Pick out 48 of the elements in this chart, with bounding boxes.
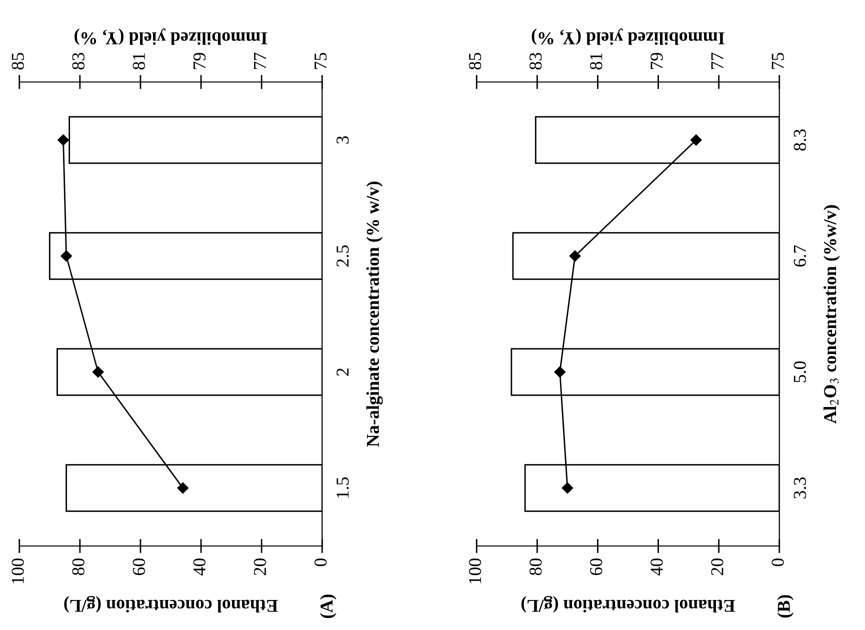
x-tick-label: 40	[193, 558, 206, 576]
x2-tick-label: 75	[772, 52, 784, 70]
x-tick-label: 0	[314, 558, 327, 566]
x-tick-label: 40	[650, 558, 663, 576]
y-tick-label: 3	[336, 136, 349, 144]
x2-tick-label: 81	[132, 53, 145, 70]
x-tick-label: 100	[12, 558, 24, 584]
x-tick-label: 20	[711, 558, 724, 576]
text: (B)	[777, 595, 794, 618]
point	[554, 366, 566, 378]
x-tick-label: 80	[72, 558, 84, 576]
x-tick-label: 60	[590, 558, 602, 576]
point	[60, 250, 72, 262]
x-tick-label: 100	[468, 558, 482, 584]
y-axis-title: Na-alginate concentration (% w/v)	[366, 182, 383, 447]
x2-tick-label: 77	[711, 52, 724, 70]
x2-axis-title: Immobilized yield (Y, %)	[74, 28, 268, 45]
text: (A)	[320, 594, 336, 618]
x-tick-label: 60	[132, 558, 145, 576]
x2-tick-label: 85	[12, 52, 24, 70]
x2-tick-label: 81	[590, 53, 602, 70]
x2-tick-label: 75	[314, 52, 327, 70]
y-tick-label: 2.5	[336, 245, 349, 266]
point	[569, 250, 581, 262]
point	[58, 134, 69, 146]
point	[92, 366, 104, 378]
y-tick-label: 8.3	[794, 129, 806, 151]
y-tick-label: 2	[336, 368, 349, 376]
point	[177, 482, 188, 494]
x-tick-label: 20	[254, 558, 266, 576]
x-tick-label: 0	[772, 558, 784, 566]
x-axis-title: Ethanol concentration (g/L)	[64, 596, 278, 613]
y-tick-label: 3.3	[794, 477, 806, 498]
y-axis-title: Al$_{2}$O$_{3}$ concentration (%w/v)	[824, 205, 840, 424]
x2-tick-label: 83	[530, 52, 542, 70]
x-axis-title: Ethanol concentration (g/L)	[521, 596, 736, 613]
x2-tick-label: 83	[72, 52, 84, 70]
x2-tick-label: 77	[254, 52, 266, 70]
y-tick-label: 5.0	[794, 361, 806, 382]
x2-tick-label: 79	[193, 52, 206, 70]
x2-tick-label: 79	[650, 52, 663, 70]
point	[562, 482, 574, 494]
y-tick-label: 6.7	[794, 245, 806, 267]
y-tick-label: 1.5	[336, 477, 349, 498]
x2-axis-title: Immobilized yield (Y, %)	[532, 28, 724, 45]
x-tick-label: 80	[530, 558, 542, 576]
x2-tick-label: 85	[468, 52, 482, 70]
point	[690, 134, 702, 146]
